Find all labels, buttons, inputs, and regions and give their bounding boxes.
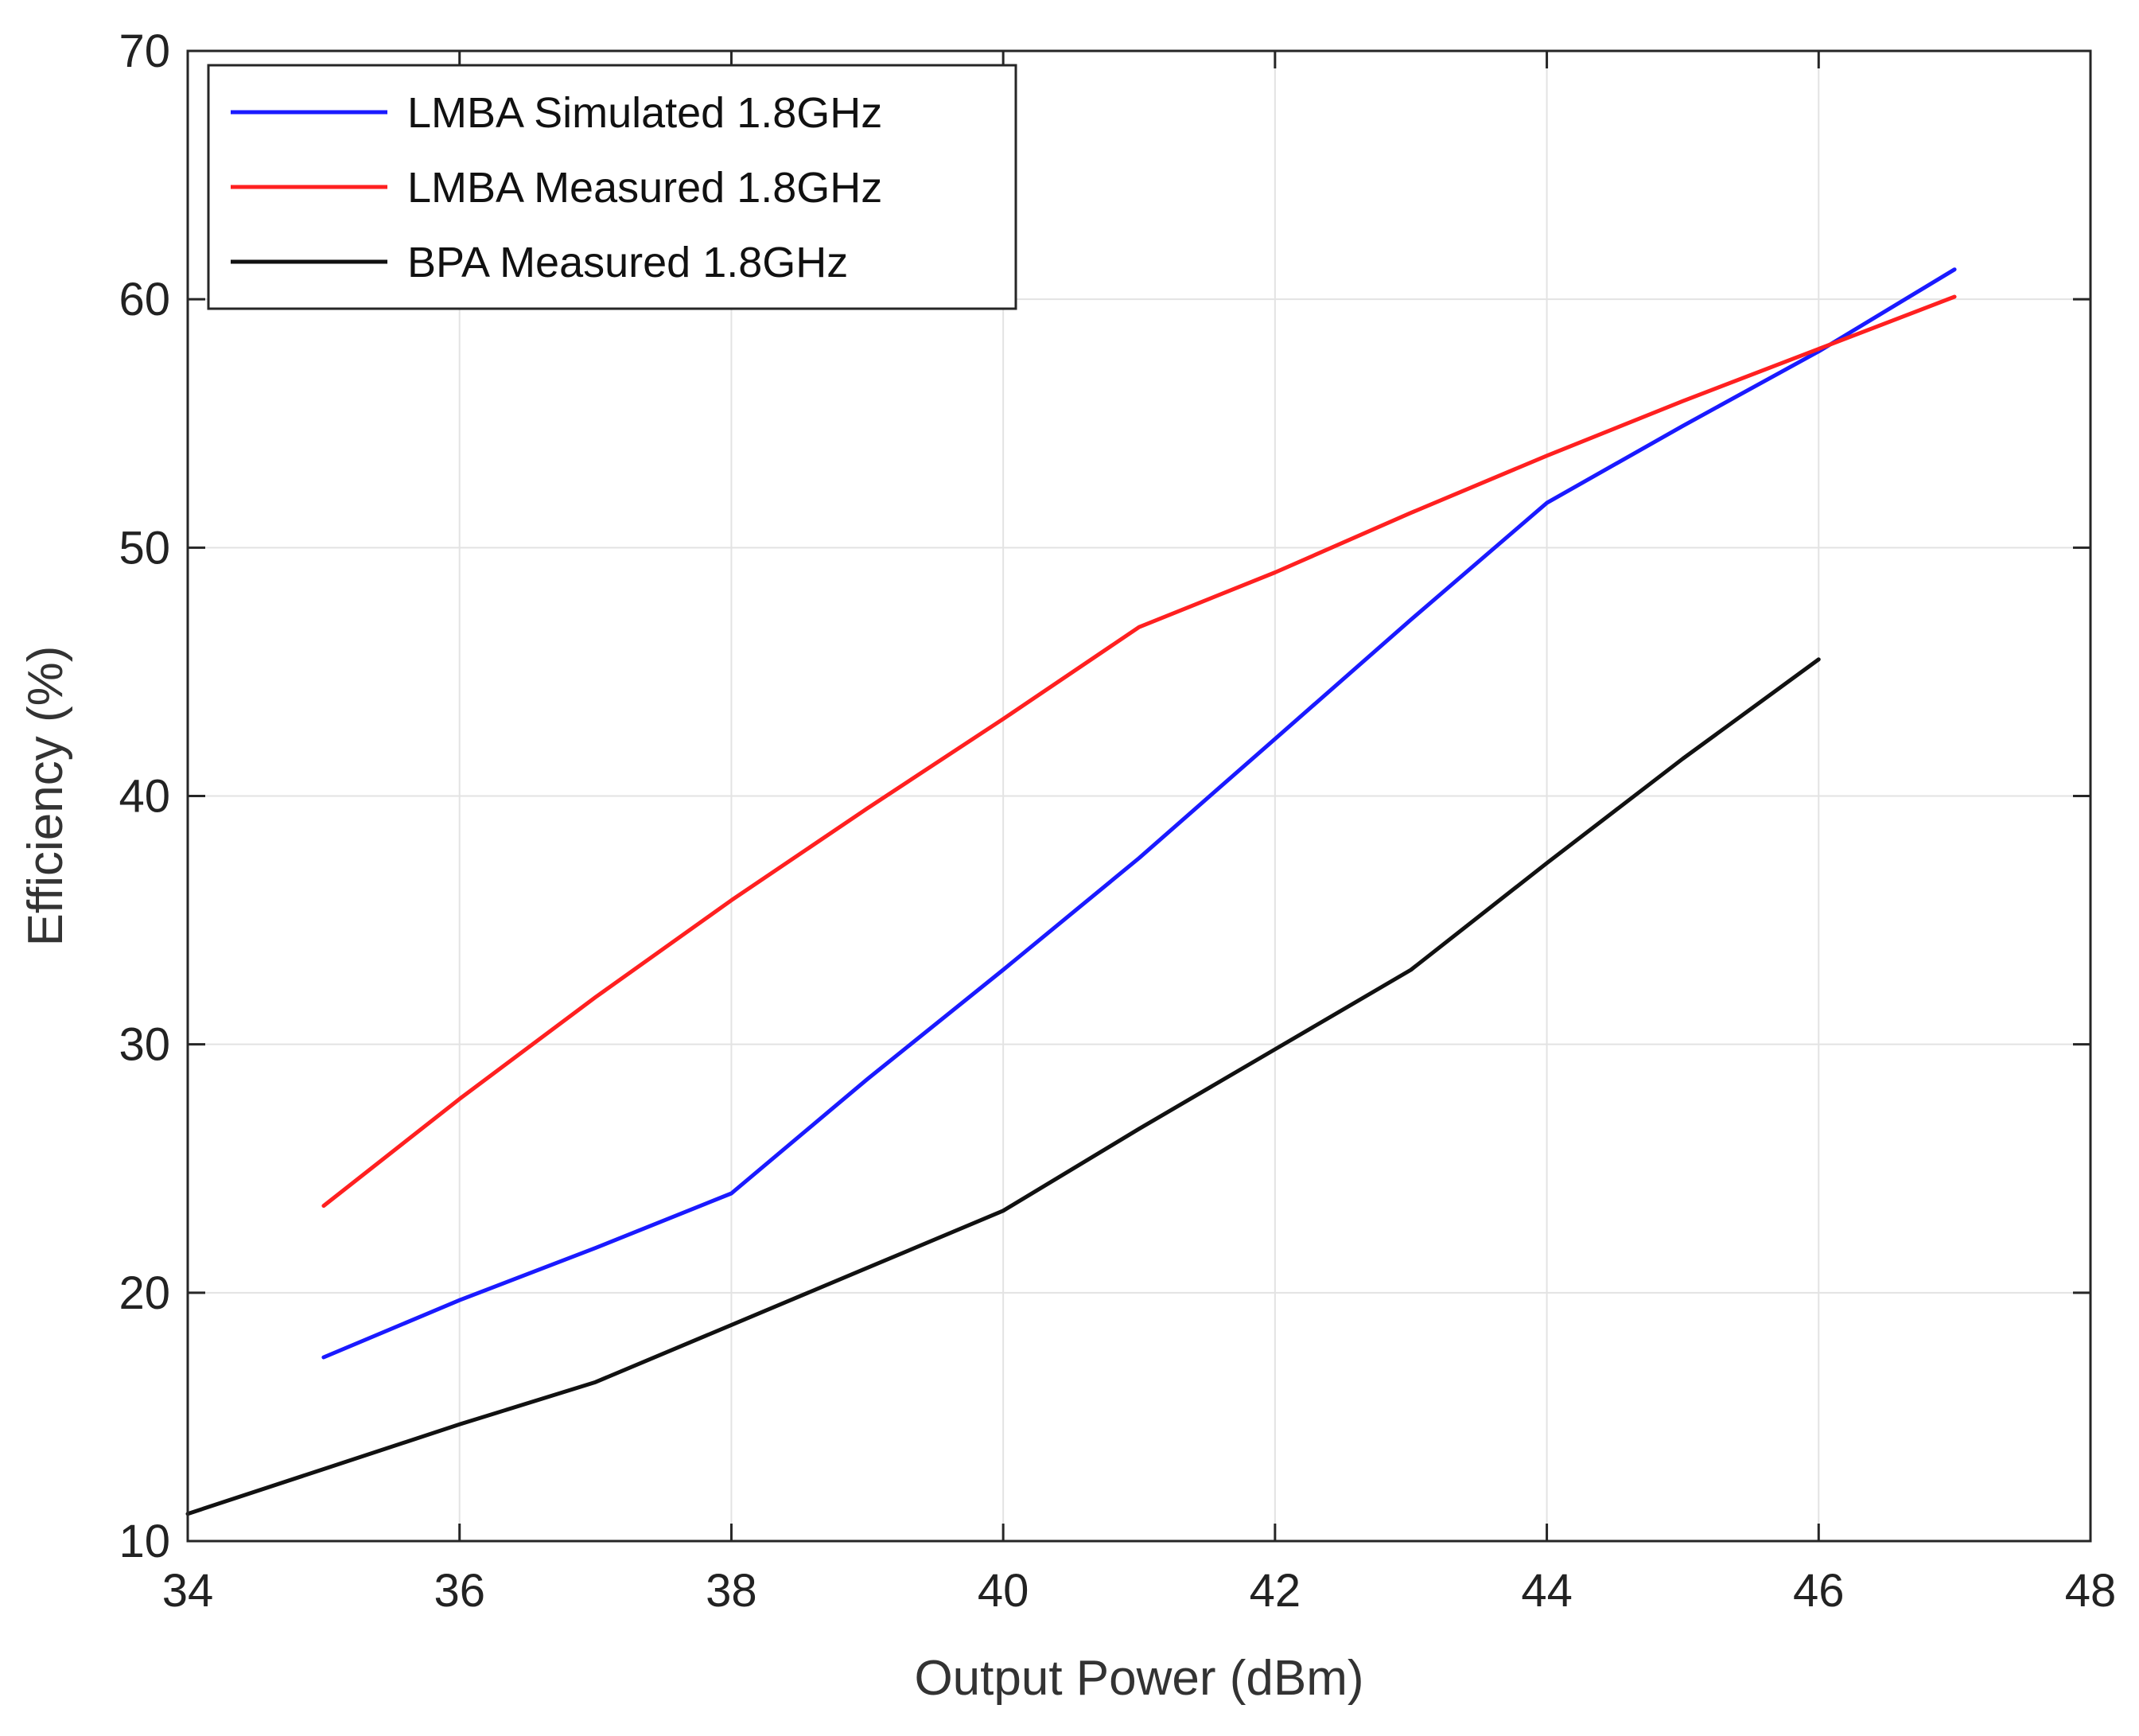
x-tick-label: 38 xyxy=(706,1565,757,1617)
series-line-1 xyxy=(321,267,1957,1360)
x-tick-label: 42 xyxy=(1250,1565,1301,1617)
y-tick-label: 30 xyxy=(119,1019,170,1071)
series-line-3 xyxy=(185,657,1821,1516)
tick-marks xyxy=(186,49,2092,1543)
x-tick-labels: 34 36 38 40 42 44 46 48 xyxy=(162,1565,2117,1617)
x-tick-label: 46 xyxy=(1793,1565,1845,1617)
legend-label-1: LMBA Simulated 1.8GHz xyxy=(407,89,882,137)
y-tick-labels: 10 20 30 40 50 60 70 xyxy=(119,25,170,1567)
x-tick-label: 44 xyxy=(1521,1565,1573,1617)
x-axis-title: Output Power (dBm) xyxy=(914,1651,1363,1706)
y-tick-label: 40 xyxy=(119,771,170,823)
legend-label-2: LMBA Measured 1.8GHz xyxy=(407,164,882,212)
y-axis-title: Efficiency (%) xyxy=(18,646,73,947)
y-tick-label: 50 xyxy=(119,522,170,574)
x-tick-label: 40 xyxy=(978,1565,1029,1617)
x-tick-label: 34 xyxy=(162,1565,214,1617)
legend: LMBA Simulated 1.8GHz LMBA Measured 1.8GH… xyxy=(207,64,1017,310)
y-tick-label: 70 xyxy=(119,25,170,77)
x-tick-label: 48 xyxy=(2065,1565,2117,1617)
y-tick-label: 60 xyxy=(119,274,170,325)
y-tick-label: 10 xyxy=(119,1516,170,1567)
series-group xyxy=(185,267,1957,1516)
x-tick-label: 36 xyxy=(434,1565,485,1617)
series-line-2 xyxy=(321,294,1957,1209)
legend-label-3: BPA Measured 1.8GHz xyxy=(407,239,848,286)
y-tick-label: 20 xyxy=(119,1267,170,1319)
